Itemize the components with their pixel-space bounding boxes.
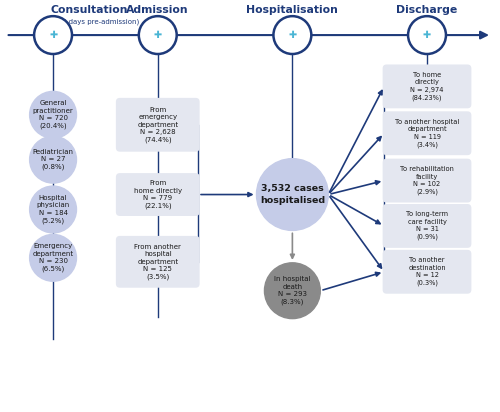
Circle shape xyxy=(30,186,76,233)
Text: From
emergency
department
N = 2,628
(74.4%): From emergency department N = 2,628 (74.… xyxy=(137,107,178,143)
FancyBboxPatch shape xyxy=(382,250,472,294)
Text: To another
destination
N = 12
(0.3%): To another destination N = 12 (0.3%) xyxy=(408,257,446,286)
Text: Consultation: Consultation xyxy=(50,5,128,15)
Circle shape xyxy=(408,16,446,54)
Circle shape xyxy=(256,159,328,230)
Text: ✚: ✚ xyxy=(154,30,162,40)
Text: ✚: ✚ xyxy=(288,30,296,40)
Text: ✚: ✚ xyxy=(423,30,431,40)
Text: General
practitioner
N = 720
(20.4%): General practitioner N = 720 (20.4%) xyxy=(32,100,74,129)
Text: Emergency
department
N = 230
(6.5%): Emergency department N = 230 (6.5%) xyxy=(32,243,74,272)
FancyBboxPatch shape xyxy=(382,159,472,203)
Text: To rehabilitation
facility
N = 102
(2.9%): To rehabilitation facility N = 102 (2.9%… xyxy=(400,166,454,195)
Text: Admission: Admission xyxy=(126,5,189,15)
Text: Discharge: Discharge xyxy=(396,5,458,15)
Text: 3,532 cases
hospitalised: 3,532 cases hospitalised xyxy=(260,185,325,205)
FancyBboxPatch shape xyxy=(382,65,472,108)
FancyBboxPatch shape xyxy=(382,111,472,155)
Text: From another
hospital
department
N = 125
(3.5%): From another hospital department N = 125… xyxy=(134,243,181,280)
Text: Pediatrician
N = 27
(0.8%): Pediatrician N = 27 (0.8%) xyxy=(32,149,74,171)
Circle shape xyxy=(30,136,76,183)
FancyBboxPatch shape xyxy=(382,204,472,248)
Circle shape xyxy=(30,91,76,138)
FancyBboxPatch shape xyxy=(116,98,200,152)
Text: Hospitalisation: Hospitalisation xyxy=(246,5,338,15)
Circle shape xyxy=(274,16,312,54)
Text: Hospital
physician
N = 184
(5.2%): Hospital physician N = 184 (5.2%) xyxy=(36,195,70,224)
Text: To home
directly
N = 2,974
(84.23%): To home directly N = 2,974 (84.23%) xyxy=(410,72,444,101)
Circle shape xyxy=(30,234,76,281)
Text: To another hospital
department
N = 119
(3.4%): To another hospital department N = 119 (… xyxy=(395,119,459,148)
Text: In hospital
death
N = 293
(8.3%): In hospital death N = 293 (8.3%) xyxy=(274,276,310,305)
FancyBboxPatch shape xyxy=(116,236,200,288)
FancyBboxPatch shape xyxy=(116,173,200,216)
Text: To long-term
care facility
N = 31
(0.9%): To long-term care facility N = 31 (0.9%) xyxy=(406,211,448,241)
Circle shape xyxy=(34,16,72,54)
Text: ✚: ✚ xyxy=(49,30,57,40)
Circle shape xyxy=(264,263,320,318)
Text: (≤ 3 days pre-admission): (≤ 3 days pre-admission) xyxy=(50,19,139,25)
Circle shape xyxy=(139,16,176,54)
Text: From
home directly
N = 779
(22.1%): From home directly N = 779 (22.1%) xyxy=(134,180,182,209)
